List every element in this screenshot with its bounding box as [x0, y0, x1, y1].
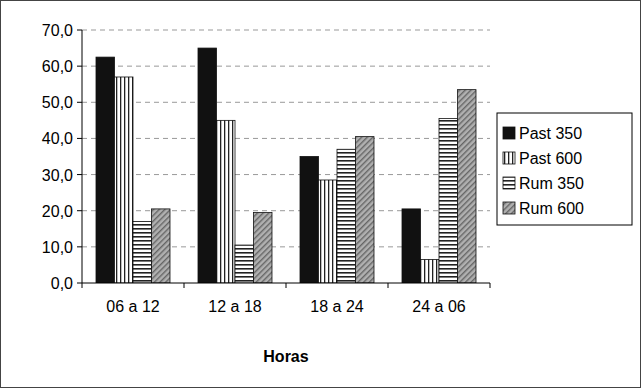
y-tick: [77, 66, 82, 67]
bar: [133, 222, 152, 283]
frame: [1, 1, 641, 388]
y-tick: [77, 30, 82, 31]
grid-line: [82, 30, 490, 31]
legend: [497, 113, 632, 225]
y-tick-label: 70,0: [42, 22, 73, 39]
bar: [254, 213, 273, 283]
legend-label: Rum 600: [519, 200, 584, 217]
legend-swatch: [503, 127, 515, 139]
x-tick: [388, 283, 389, 288]
x-tick: [82, 283, 83, 288]
y-tick: [77, 283, 82, 284]
y-tick-label: 0,0: [51, 275, 73, 292]
x-axis-label: Horas: [263, 348, 308, 365]
x-tick: [184, 283, 185, 288]
chart: 0,0 10,0 20,0 30,0 40,0 50,0 60,0 70,0 06 a 12 12…: [0, 0, 641, 388]
bar: [217, 120, 236, 283]
y-tick: [77, 210, 82, 211]
y-tick: [77, 102, 82, 103]
bar: [439, 119, 458, 283]
legend-label: Rum 350: [519, 175, 584, 192]
y-tick-label: 10,0: [42, 239, 73, 256]
bar: [152, 209, 171, 283]
grid-line: [82, 102, 490, 103]
grid-line: [82, 174, 490, 175]
x-tick-label: 12 a 18: [208, 298, 261, 315]
legend-swatch: [503, 177, 515, 189]
y-tick: [77, 138, 82, 139]
bar: [235, 245, 254, 283]
bar: [337, 149, 356, 283]
legend-swatch: [503, 152, 515, 164]
grid-line: [82, 210, 490, 211]
bar: [356, 137, 375, 283]
y-tick-label: 60,0: [42, 58, 73, 75]
y-tick: [77, 174, 82, 175]
grid-line: [82, 66, 490, 67]
bar: [319, 180, 338, 283]
legend-label: Past 350: [519, 125, 582, 142]
x-tick-label: 06 a 12: [106, 298, 159, 315]
bar: [96, 57, 115, 283]
x-tick-label: 18 a 24: [310, 298, 363, 315]
y-tick: [77, 246, 82, 247]
bars: [96, 48, 476, 283]
y-tick-label: 40,0: [42, 130, 73, 147]
bar: [421, 260, 440, 283]
bar: [402, 209, 421, 283]
y-axis: [82, 30, 83, 283]
bar: [300, 157, 319, 284]
x-tick: [286, 283, 287, 288]
x-tick-label: 24 a 06: [412, 298, 465, 315]
y-tick-label: 20,0: [42, 203, 73, 220]
bar: [198, 48, 217, 283]
y-tick-label: 50,0: [42, 94, 73, 111]
x-tick: [490, 283, 491, 288]
legend-swatch: [503, 202, 515, 214]
bar: [458, 90, 477, 283]
legend-label: Past 600: [519, 150, 582, 167]
y-tick-label: 30,0: [42, 167, 73, 184]
bar: [115, 77, 134, 283]
grid-line: [82, 138, 490, 139]
